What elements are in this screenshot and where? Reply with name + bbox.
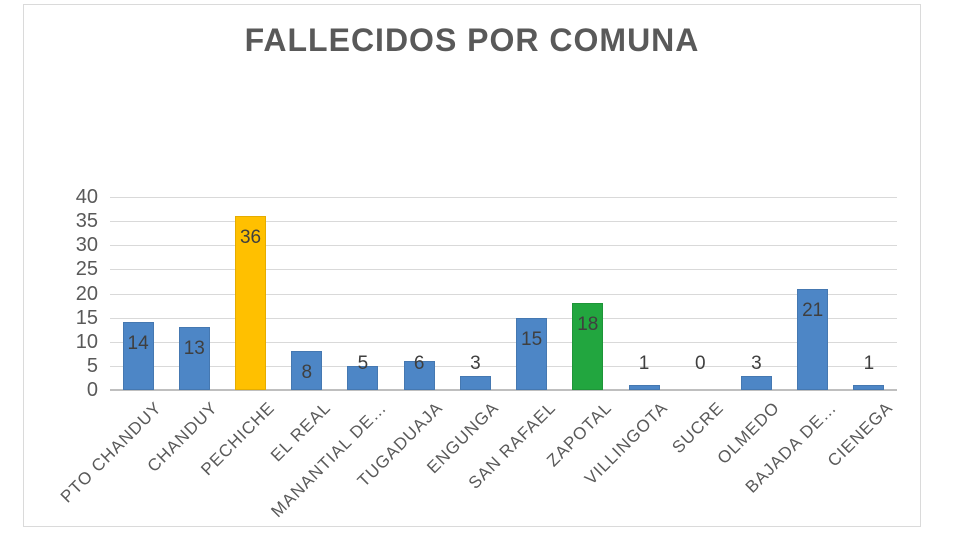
gridline: [110, 221, 897, 223]
y-axis-tick-label: 15: [75, 306, 98, 329]
y-axis-tick-label: 25: [75, 258, 98, 281]
bar-value-label: 1: [863, 353, 875, 374]
bar-value-label: 15: [521, 329, 543, 350]
y-axis-tick-label: 0: [86, 379, 98, 401]
bar-value-label: 1: [638, 353, 650, 374]
chart-title: FALLECIDOS POR COMUNA: [244, 22, 700, 58]
bar-tugaduaja: [403, 361, 435, 390]
bar-value-label: 21: [802, 300, 824, 321]
bar-value-label: 0: [694, 353, 706, 374]
bar-value-label: 6: [413, 353, 425, 374]
y-axis-tick-label: 5: [86, 354, 98, 377]
bar-san-rafael: [516, 318, 548, 390]
gridline: [110, 197, 897, 198]
bar-value-label: 13: [183, 338, 205, 359]
bar-pto-chanduy: [122, 322, 154, 390]
gridline: [110, 293, 897, 295]
bar-engunga: [459, 376, 491, 390]
bar-villingota: [628, 385, 660, 390]
gridline: [110, 317, 897, 319]
bar-value-label: 14: [127, 333, 149, 354]
bar-value-label: 5: [357, 353, 369, 374]
gridline: [110, 269, 897, 271]
gridline: [110, 365, 897, 367]
bar-el-real: [291, 351, 323, 390]
bar-chanduy: [178, 327, 210, 390]
bar-pechiche: [235, 216, 267, 390]
gridline: [110, 341, 897, 343]
y-axis-tick-label: 40: [75, 186, 98, 208]
y-axis-tick-label: 35: [75, 210, 98, 233]
y-axis-tick-label: 10: [75, 330, 98, 353]
bar-value-label: 36: [239, 227, 262, 248]
y-axis-tick-label: 20: [75, 282, 98, 305]
x-axis-line: [110, 389, 897, 391]
bar-cienega: [853, 385, 885, 390]
gridline: [110, 245, 897, 247]
bar-olmedo: [740, 376, 772, 390]
bar-manantial-de-: [347, 366, 379, 390]
bar-value-label: 8: [301, 362, 313, 383]
bar-value-label: 18: [577, 314, 599, 335]
y-axis-tick-label: 30: [75, 234, 98, 257]
bar-bajada-de-: [797, 289, 829, 390]
bar-value-label: 3: [751, 353, 762, 374]
chart-frame: [23, 4, 921, 527]
bar-value-label: 3: [470, 353, 481, 374]
bar-zapotal: [572, 303, 604, 390]
